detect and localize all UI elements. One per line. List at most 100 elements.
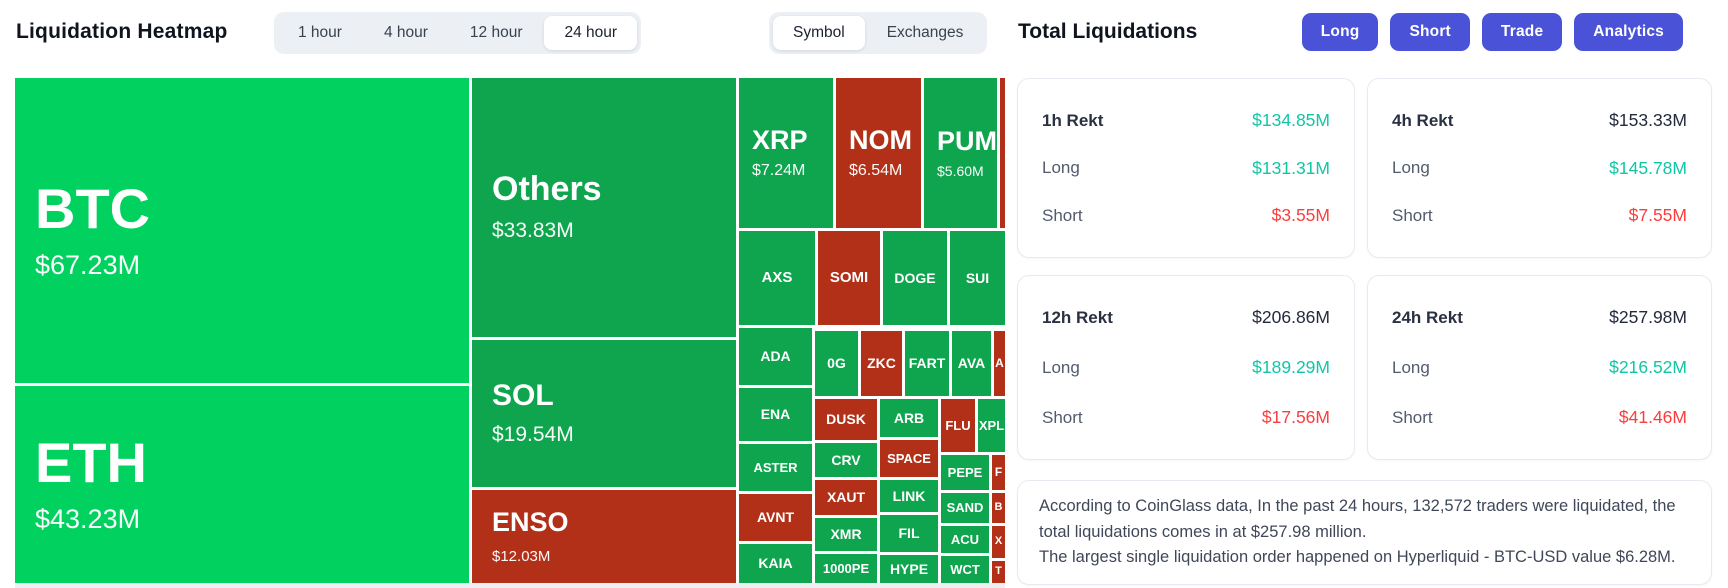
time-range-12-hour[interactable]: 12 hour (469, 24, 523, 41)
card-long-value: $189.29M (1252, 357, 1330, 377)
action-button-short[interactable]: Short (1390, 13, 1470, 51)
treemap-cell-doge[interactable]: DOGE (883, 231, 947, 325)
cell-symbol: DOGE (894, 269, 936, 286)
treemap-cell-sol[interactable]: SOL $19.54M (472, 340, 736, 487)
treemap-cell-0g[interactable]: 0G (815, 331, 858, 396)
cell-symbol: AVA (957, 355, 986, 372)
cell-symbol: NOM (849, 125, 912, 156)
card-short-value: $7.55M (1628, 205, 1687, 225)
card-total-value: $153.33M (1609, 110, 1687, 130)
time-range-4-hour[interactable]: 4 hour (383, 24, 428, 41)
treemap-cell-enso[interactable]: ENSO $12.03M (472, 490, 736, 583)
cell-symbol: F (994, 465, 1003, 480)
treemap-cell-sand[interactable]: SAND (941, 493, 989, 523)
card-short-value: $41.46M (1618, 407, 1687, 427)
summary-note-line1: According to CoinGlass data, In the past… (1039, 497, 1676, 541)
card-period-label: 24h Rekt (1392, 307, 1463, 327)
treemap-cell-f[interactable]: F (992, 455, 1005, 490)
treemap-cell-avnt[interactable]: AVNT (739, 494, 812, 541)
cell-symbol: T (995, 565, 1002, 578)
time-range-24-hour[interactable]: 24 hour (544, 16, 638, 50)
view-option-exchanges[interactable]: Exchanges (886, 24, 964, 41)
treemap-cell-acu[interactable]: ACU (941, 526, 989, 553)
treemap-cell-others[interactable]: Others $33.83M (472, 78, 736, 337)
treemap-cell-xmr[interactable]: XMR (815, 518, 877, 551)
treemap-cell-ada[interactable]: ADA (739, 328, 812, 385)
treemap-cell-pum[interactable]: PUM $5.60M (924, 78, 997, 228)
cell-symbol: ENA (760, 406, 791, 423)
treemap-cell-wct[interactable]: WCT (941, 556, 989, 583)
cell-value: $33.83M (492, 219, 574, 243)
treemap-cell-btc[interactable]: BTC $67.23M (15, 78, 469, 383)
card-total-value: $257.98M (1609, 307, 1687, 327)
treemap-cell-nom[interactable]: NOM $6.54M (836, 78, 921, 228)
treemap-cell-pepe[interactable]: PEPE (941, 455, 989, 490)
treemap-cell-xpl[interactable]: XPL (978, 399, 1005, 452)
treemap-cell-space[interactable]: SPACE (880, 440, 938, 477)
treemap-cell-1000pe[interactable]: 1000PE (815, 554, 877, 583)
page-title: Liquidation Heatmap (16, 20, 228, 43)
treemap-cell-axs[interactable]: AXS (739, 231, 815, 325)
time-range-control: 1 hour 4 hour 12 hour 24 hour (274, 12, 642, 54)
cell-symbol: DUSK (826, 411, 866, 428)
card-short-label: Short (1042, 205, 1083, 225)
time-range-1-hour[interactable]: 1 hour (298, 24, 342, 41)
treemap-cell-somi[interactable]: SOMI (818, 231, 880, 325)
action-button-analytics[interactable]: Analytics (1574, 13, 1683, 51)
liquidation-treemap: BTC $67.23M ETH $43.23M Others $33.83M SOL $19.… (15, 78, 1005, 583)
treemap-cell-hype[interactable]: HYPE (880, 555, 938, 583)
stats-card-24h: 24h Rekt $257.98M Long $216.52M Short $41.46M (1367, 275, 1712, 460)
treemap-cell-a[interactable]: A (994, 331, 1005, 396)
cell-symbol: PEPE (947, 464, 983, 480)
treemap-cell-zkc[interactable]: ZKC (861, 331, 902, 396)
view-option-symbol[interactable]: Symbol (773, 16, 865, 50)
cell-symbol: A (995, 356, 1004, 371)
treemap-cell-dusk[interactable]: DUSK (815, 399, 877, 440)
card-short-label: Short (1392, 205, 1433, 225)
summary-note-card: According to CoinGlass data, In the past… (1017, 480, 1712, 585)
cell-symbol: ADA (760, 348, 791, 365)
treemap-cell-flu[interactable]: FLU (941, 399, 975, 452)
cell-value: $19.54M (492, 423, 574, 447)
cell-symbol: XRP (752, 125, 808, 156)
cell-symbol: SOL (492, 378, 554, 412)
treemap-cell-sliver[interactable] (1000, 78, 1005, 228)
treemap-cell-ava[interactable]: AVA (952, 331, 991, 396)
treemap-bottom-track (15, 583, 1005, 588)
cell-symbol: FIL (898, 525, 920, 542)
card-short-label: Short (1392, 407, 1433, 427)
treemap-cell-ena[interactable]: ENA (739, 388, 812, 441)
cell-symbol: WCT (950, 561, 980, 577)
treemap-cell-aster[interactable]: ASTER (739, 444, 812, 491)
action-button-long[interactable]: Long (1301, 13, 1379, 51)
cell-symbol: ETH (35, 430, 147, 494)
card-long-value: $145.78M (1609, 157, 1687, 178)
cell-symbol: CRV (831, 451, 861, 468)
card-long-label: Long (1392, 357, 1430, 377)
cell-symbol: Others (492, 169, 602, 208)
treemap-cell-xrp[interactable]: XRP $7.24M (739, 78, 833, 228)
treemap-cell-kaia[interactable]: KAIA (739, 544, 812, 583)
total-liquidations-panel: According to CoinGlass data, In the past… (1017, 78, 1712, 585)
treemap-cell-fil[interactable]: FIL (880, 515, 938, 552)
cell-symbol: PUM (937, 126, 997, 157)
cell-value: $7.24M (752, 161, 806, 179)
stats-card-1h: 1h Rekt $134.85M Long $131.31M Short $3.55M (1017, 78, 1355, 258)
treemap-cell-link[interactable]: LINK (880, 480, 938, 512)
card-period-label: 1h Rekt (1042, 110, 1104, 130)
treemap-cell-crv[interactable]: CRV (815, 443, 877, 477)
treemap-cell-t[interactable]: T (992, 561, 1005, 583)
cell-value: $6.54M (849, 161, 903, 179)
cell-symbol: XPL (978, 417, 1005, 433)
treemap-cell-xaut[interactable]: XAUT (815, 480, 877, 515)
cell-symbol: ASTER (753, 459, 798, 475)
treemap-cell-x[interactable]: X (992, 526, 1005, 558)
treemap-cell-eth[interactable]: ETH $43.23M (15, 386, 469, 583)
action-button-trade[interactable]: Trade (1481, 13, 1563, 51)
cell-symbol: 1000PE (822, 560, 870, 576)
treemap-cell-sui[interactable]: SUI (950, 231, 1005, 325)
treemap-cell-b[interactable]: B (992, 493, 1005, 523)
treemap-cell-fart[interactable]: FART (905, 331, 949, 396)
card-long-value: $216.52M (1609, 357, 1687, 377)
treemap-cell-arb[interactable]: ARB (880, 399, 938, 437)
